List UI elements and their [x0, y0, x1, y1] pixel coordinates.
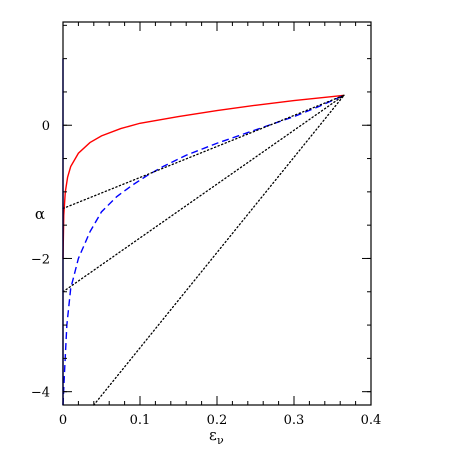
series-line-5-dotted	[93, 94, 345, 406]
series-line-4-dotted	[62, 94, 345, 293]
y-tick-label: −2	[31, 252, 50, 267]
series-line-3-dotted	[62, 94, 345, 210]
plot-area	[62, 58, 345, 406]
x-axis-label-main: ε	[209, 426, 217, 444]
x-tick-label: 0.1	[130, 413, 151, 428]
ticks: 0 0.1 0.2 0.3 0.4 −4 −2 0	[31, 22, 382, 428]
series-line-2-dashed	[62, 94, 345, 406]
y-tick-label: 0	[42, 119, 50, 134]
x-tick-label: 0.3	[284, 413, 305, 428]
y-axis-label: α	[35, 205, 45, 223]
x-axis-label-sub: ν	[217, 434, 224, 447]
x-tick-label: 0	[59, 413, 67, 428]
axis-frame	[62, 21, 372, 406]
x-tick-label: 0.2	[207, 413, 228, 428]
series-line-1-solid	[62, 94, 345, 259]
x-tick-label: 0.4	[361, 413, 382, 428]
x-axis-label: ε ν	[209, 426, 224, 447]
y-tick-label: −4	[31, 386, 50, 401]
